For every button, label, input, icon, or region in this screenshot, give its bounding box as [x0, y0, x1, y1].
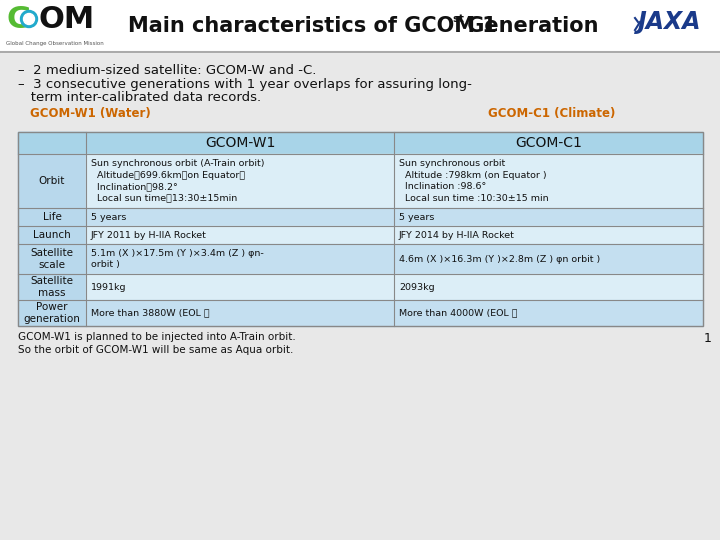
Text: GCOM-W1 is planned to be injected into A-Train orbit.: GCOM-W1 is planned to be injected into A… [18, 332, 296, 342]
Text: 5 years: 5 years [91, 213, 127, 221]
Bar [18, 300, 86, 326]
Text: 1: 1 [704, 332, 712, 345]
Text: Main characteristics of GCOM 1: Main characteristics of GCOM 1 [128, 16, 497, 36]
Bar [18, 132, 86, 154]
Text: OM: OM [38, 5, 94, 35]
Text: Satellite
scale: Satellite scale [30, 248, 73, 270]
Text: –  2 medium-sized satellite: GCOM-W and -C.: – 2 medium-sized satellite: GCOM-W and -… [18, 64, 316, 77]
Text: 5 years: 5 years [399, 213, 434, 221]
Bar [18, 132, 703, 326]
Bar [394, 154, 703, 208]
Text: GCOM-W1: GCOM-W1 [204, 136, 275, 150]
Text: 1991kg: 1991kg [91, 282, 127, 292]
Text: 5.1m (X )×17.5m (Y )×3.4m (Z ) φn-
orbit ): 5.1m (X )×17.5m (Y )×3.4m (Z ) φn- orbit… [91, 249, 264, 269]
Text: Orbit: Orbit [39, 176, 66, 186]
Text: Satellite
mass: Satellite mass [30, 276, 73, 298]
Text: GCOM-C1: GCOM-C1 [515, 136, 582, 150]
Circle shape [20, 10, 37, 28]
Text: Life: Life [42, 212, 61, 222]
Text: term inter-calibrated data records.: term inter-calibrated data records. [18, 91, 261, 104]
Text: JAXA: JAXA [638, 10, 701, 34]
Text: So the orbit of GCOM-W1 will be same as Aqua orbit.: So the orbit of GCOM-W1 will be same as … [18, 345, 293, 355]
Text: Generation: Generation [460, 16, 598, 36]
Bar [86, 226, 394, 244]
Text: Power
generation: Power generation [24, 302, 81, 324]
Circle shape [24, 14, 35, 24]
Bar [86, 274, 394, 300]
Bar [394, 300, 703, 326]
Text: Global Change Observation Mission: Global Change Observation Mission [6, 40, 104, 45]
Bar [394, 208, 703, 226]
Bar [86, 300, 394, 326]
Bar [0, 0, 720, 52]
Text: –  3 consecutive generations with 1 year overlaps for assuring long-: – 3 consecutive generations with 1 year … [18, 78, 472, 91]
Bar [86, 154, 394, 208]
Bar [394, 274, 703, 300]
Bar [86, 208, 394, 226]
Text: Launch: Launch [33, 230, 71, 240]
Text: 4.6m (X )×16.3m (Y )×2.8m (Z ) φn orbit ): 4.6m (X )×16.3m (Y )×2.8m (Z ) φn orbit … [399, 254, 600, 264]
Bar [18, 132, 703, 154]
Text: Sun synchronous orbit
  Altitude :798km (on Equator )
  Inclination :98.6°
  Loc: Sun synchronous orbit Altitude :798km (o… [399, 159, 549, 202]
Text: 2093kg: 2093kg [399, 282, 435, 292]
Bar [18, 208, 86, 226]
Bar [86, 244, 394, 274]
Text: GCOM-C1 (Climate): GCOM-C1 (Climate) [488, 106, 616, 119]
Text: G: G [6, 5, 31, 35]
Text: More than 4000W (EOL ）: More than 4000W (EOL ） [399, 308, 518, 318]
Bar [394, 244, 703, 274]
Text: st: st [452, 14, 464, 24]
Text: JFY 2014 by H-IIA Rocket: JFY 2014 by H-IIA Rocket [399, 231, 515, 240]
Text: JFY 2011 by H-IIA Rocket: JFY 2011 by H-IIA Rocket [91, 231, 207, 240]
Bar [394, 226, 703, 244]
Bar [18, 226, 86, 244]
Bar [18, 154, 86, 208]
Bar [18, 274, 86, 300]
Text: Sun synchronous orbit (A-Train orbit)
  Altitude：699.6km（on Equator）
  Inclinati: Sun synchronous orbit (A-Train orbit) Al… [91, 159, 264, 202]
Bar [18, 244, 86, 274]
Text: More than 3880W (EOL ）: More than 3880W (EOL ） [91, 308, 210, 318]
Text: GCOM-W1 (Water): GCOM-W1 (Water) [30, 106, 150, 119]
